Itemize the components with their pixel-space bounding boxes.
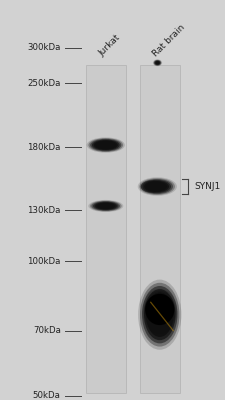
Ellipse shape xyxy=(145,293,174,330)
Ellipse shape xyxy=(88,200,123,212)
Text: 100kDa: 100kDa xyxy=(27,257,61,266)
Ellipse shape xyxy=(96,203,115,209)
Text: SYNJ1: SYNJ1 xyxy=(195,182,221,191)
Ellipse shape xyxy=(139,178,175,195)
Text: 250kDa: 250kDa xyxy=(27,79,61,88)
Bar xyxy=(86,65,126,392)
Ellipse shape xyxy=(99,204,112,208)
Ellipse shape xyxy=(154,60,161,65)
Ellipse shape xyxy=(158,309,161,313)
Ellipse shape xyxy=(155,61,160,65)
Ellipse shape xyxy=(148,297,171,326)
Text: 180kDa: 180kDa xyxy=(27,143,61,152)
Ellipse shape xyxy=(147,295,173,328)
Ellipse shape xyxy=(138,177,177,196)
Ellipse shape xyxy=(88,138,123,152)
Text: 70kDa: 70kDa xyxy=(33,326,61,335)
Text: 130kDa: 130kDa xyxy=(27,206,61,215)
Ellipse shape xyxy=(154,305,166,324)
Ellipse shape xyxy=(101,143,111,147)
Ellipse shape xyxy=(149,183,163,190)
Text: 300kDa: 300kDa xyxy=(27,44,61,52)
Ellipse shape xyxy=(151,184,161,189)
Ellipse shape xyxy=(154,186,157,187)
Text: Jurkat: Jurkat xyxy=(97,34,122,58)
Ellipse shape xyxy=(142,289,177,334)
Ellipse shape xyxy=(92,140,120,151)
Ellipse shape xyxy=(99,142,113,148)
Ellipse shape xyxy=(152,185,159,188)
Ellipse shape xyxy=(152,301,168,321)
Ellipse shape xyxy=(101,204,110,208)
Ellipse shape xyxy=(140,283,180,346)
Ellipse shape xyxy=(93,202,119,210)
Ellipse shape xyxy=(156,62,159,64)
Ellipse shape xyxy=(90,139,121,151)
Ellipse shape xyxy=(147,182,165,191)
Ellipse shape xyxy=(102,144,109,146)
Ellipse shape xyxy=(157,307,163,315)
Ellipse shape xyxy=(142,286,178,343)
Ellipse shape xyxy=(156,62,159,64)
Ellipse shape xyxy=(94,140,118,150)
Ellipse shape xyxy=(144,289,176,340)
Ellipse shape xyxy=(155,60,160,65)
Ellipse shape xyxy=(141,180,163,193)
Ellipse shape xyxy=(146,182,167,192)
Ellipse shape xyxy=(156,308,164,321)
Ellipse shape xyxy=(103,205,109,207)
Ellipse shape xyxy=(150,299,169,323)
Ellipse shape xyxy=(94,202,117,210)
Ellipse shape xyxy=(145,294,174,325)
Ellipse shape xyxy=(153,60,162,66)
Ellipse shape xyxy=(157,62,158,63)
Ellipse shape xyxy=(144,181,169,192)
Bar xyxy=(140,65,180,392)
Text: Rat brain: Rat brain xyxy=(151,23,187,58)
Ellipse shape xyxy=(148,296,171,334)
Ellipse shape xyxy=(97,142,115,148)
Ellipse shape xyxy=(141,179,173,194)
Ellipse shape xyxy=(155,61,160,64)
Ellipse shape xyxy=(154,60,161,66)
Ellipse shape xyxy=(91,201,120,211)
Ellipse shape xyxy=(87,138,125,153)
Ellipse shape xyxy=(138,280,181,350)
Ellipse shape xyxy=(150,299,170,331)
Ellipse shape xyxy=(90,200,122,212)
Ellipse shape xyxy=(98,203,114,209)
Ellipse shape xyxy=(152,302,168,328)
Ellipse shape xyxy=(157,62,158,64)
Ellipse shape xyxy=(95,141,116,149)
Ellipse shape xyxy=(153,59,162,66)
Text: 50kDa: 50kDa xyxy=(33,392,61,400)
Ellipse shape xyxy=(158,312,162,318)
Ellipse shape xyxy=(153,303,166,319)
Ellipse shape xyxy=(146,292,173,337)
Ellipse shape xyxy=(155,305,164,317)
Ellipse shape xyxy=(104,144,108,146)
Ellipse shape xyxy=(142,180,171,193)
Ellipse shape xyxy=(144,291,176,332)
